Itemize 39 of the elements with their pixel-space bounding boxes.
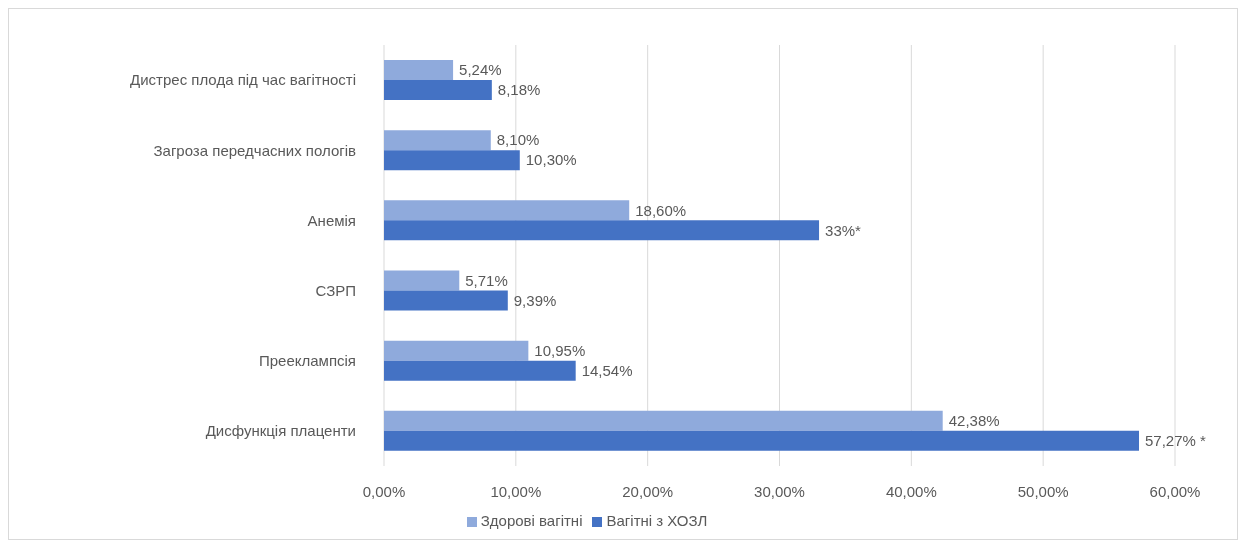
bar bbox=[384, 430, 1140, 451]
bar bbox=[384, 410, 943, 431]
data-label: 10,30% bbox=[525, 151, 577, 169]
data-label: 18,60% bbox=[635, 201, 687, 219]
x-tick-label: 0,00% bbox=[362, 482, 406, 500]
data-label: 8,18% bbox=[497, 81, 541, 99]
y-tick-label: Дистрес плода під час вагітності bbox=[130, 71, 356, 89]
data-label: 42,38% bbox=[948, 412, 1000, 430]
bar bbox=[384, 220, 820, 241]
bar bbox=[384, 270, 460, 291]
bar bbox=[384, 200, 630, 221]
bar bbox=[384, 360, 576, 381]
legend-label: Здорові вагітні bbox=[480, 512, 583, 529]
data-label: 14,54% bbox=[581, 361, 633, 379]
bar bbox=[384, 130, 491, 151]
y-tick-label: Загроза передчасних пологів bbox=[153, 141, 357, 159]
x-tick-label: 40,00% bbox=[885, 482, 937, 500]
bar bbox=[384, 60, 454, 80]
legend-label: Вагітні з ХОЗЛ bbox=[606, 512, 708, 529]
y-tick-label: Дисфункція плаценти bbox=[205, 422, 356, 440]
bar bbox=[384, 290, 508, 311]
bar bbox=[384, 340, 529, 361]
data-label: 57,27% * bbox=[1145, 432, 1207, 450]
x-tick-label: 10,00% bbox=[490, 482, 542, 500]
data-label: 5,24% bbox=[459, 61, 502, 79]
data-label: 5,71% bbox=[465, 271, 508, 289]
x-tick-label: 60,00% bbox=[1149, 482, 1201, 500]
y-tick-label: Прееклампсія bbox=[258, 352, 356, 370]
data-label: 33%* bbox=[825, 221, 862, 239]
x-tick-label: 20,00% bbox=[622, 482, 674, 500]
y-tick-label: Анемія bbox=[307, 211, 356, 229]
data-label: 10,95% bbox=[534, 341, 586, 359]
x-tick-label: 50,00% bbox=[1017, 482, 1069, 500]
data-label: 9,39% bbox=[513, 291, 557, 309]
data-label: 8,10% bbox=[496, 131, 540, 149]
bar bbox=[384, 80, 492, 100]
bar bbox=[384, 150, 520, 171]
x-tick-label: 30,00% bbox=[754, 482, 805, 500]
y-tick-label: СЗРП bbox=[315, 281, 356, 299]
